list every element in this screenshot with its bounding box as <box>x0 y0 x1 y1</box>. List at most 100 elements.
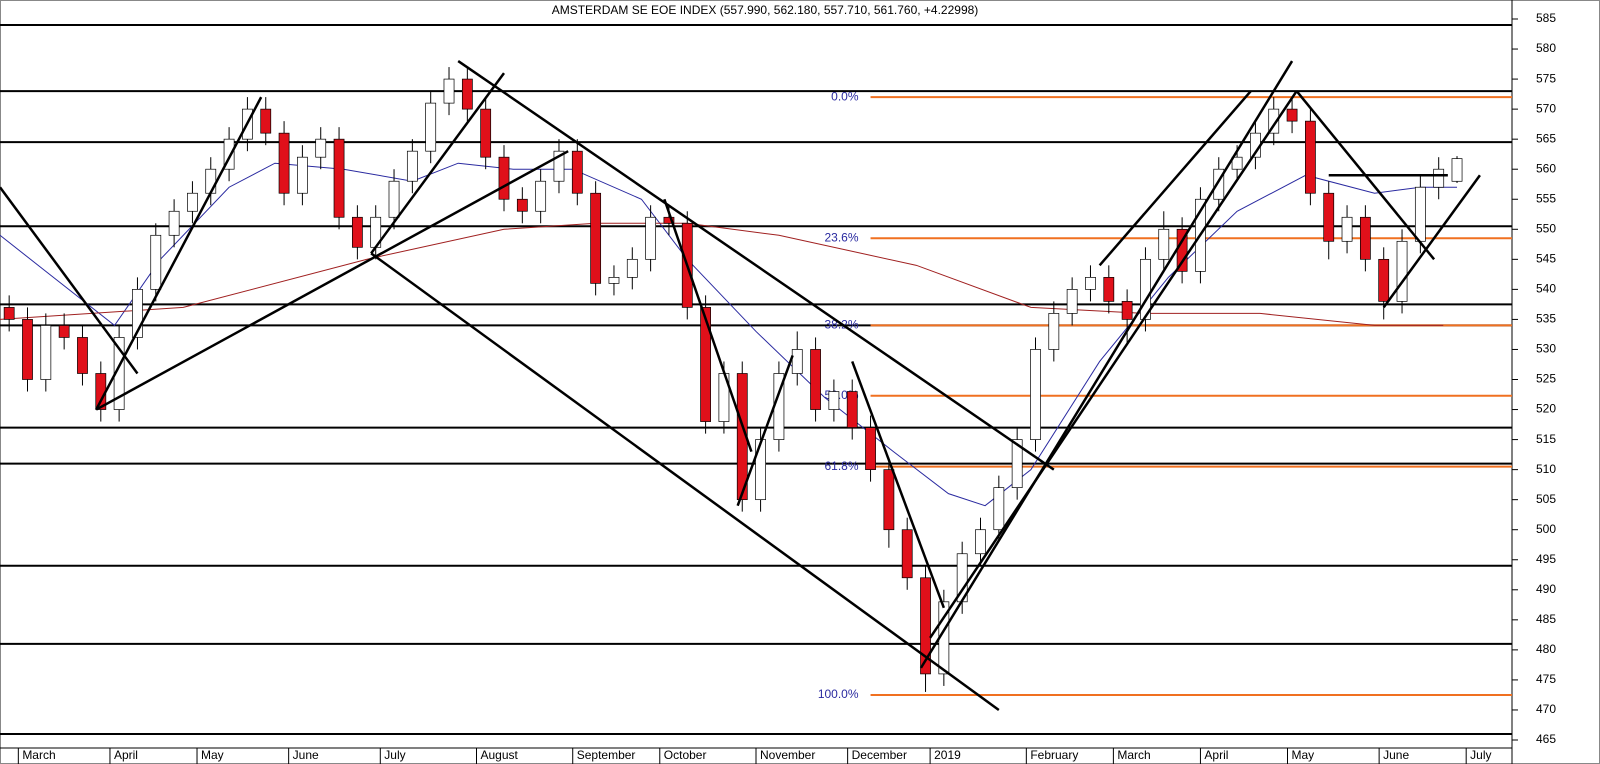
candle-body <box>1268 108 1280 134</box>
trend-line <box>919 60 1294 669</box>
candle-body <box>315 138 327 158</box>
trend-line <box>95 150 569 411</box>
candle-body <box>755 439 766 501</box>
fib-label: 100.0% <box>818 687 859 701</box>
y-tick-label: 565 <box>1536 131 1556 145</box>
y-tick-label: 495 <box>1536 552 1556 566</box>
candle-body <box>406 150 418 182</box>
y-tick-label: 550 <box>1536 221 1556 235</box>
fib-label: 61.8% <box>825 459 859 473</box>
candle-body <box>590 192 602 284</box>
x-tick-label: June <box>1383 748 1409 762</box>
candle-body <box>663 216 675 224</box>
x-tick-label: February <box>1030 748 1078 762</box>
trend-line <box>663 198 753 453</box>
moving-average <box>0 162 1458 507</box>
candle-body <box>260 108 272 134</box>
y-tick-label: 515 <box>1536 432 1556 446</box>
candle-body <box>22 319 33 380</box>
y-tick-label: 510 <box>1536 462 1556 476</box>
x-tick-label: 2019 <box>934 748 961 762</box>
x-tick-label: December <box>852 748 907 762</box>
x-tick-label: April <box>1204 748 1228 762</box>
candle-body <box>846 391 858 428</box>
trend-line <box>370 72 506 255</box>
x-tick-label: September <box>577 748 636 762</box>
candle-body <box>1359 216 1371 260</box>
y-tick-label: 530 <box>1536 342 1556 356</box>
candle-body <box>1030 349 1041 440</box>
candle-body <box>461 78 473 110</box>
candle-body <box>480 108 492 158</box>
y-tick-label: 575 <box>1536 71 1556 85</box>
candle-body <box>1286 108 1298 122</box>
candle-body <box>1085 277 1096 290</box>
candle-body <box>535 180 547 212</box>
trend-line <box>1098 90 1252 267</box>
candle-body <box>1103 277 1115 302</box>
candle-body <box>498 156 510 200</box>
y-tick-label: 570 <box>1536 101 1556 115</box>
candle-body <box>810 349 821 410</box>
candle-body <box>608 277 620 284</box>
y-tick-label: 505 <box>1536 492 1556 506</box>
y-tick-label: 520 <box>1536 402 1556 416</box>
y-tick-label: 560 <box>1536 161 1556 175</box>
candle-body <box>1396 240 1408 302</box>
candle-body <box>901 529 913 579</box>
candle-body <box>883 469 895 531</box>
candle-body <box>1158 228 1170 260</box>
y-tick-label: 475 <box>1536 672 1556 686</box>
y-tick-label: 545 <box>1536 252 1556 266</box>
candle-body <box>132 289 143 338</box>
x-tick-label: March <box>1117 748 1150 762</box>
candle-body <box>1341 216 1353 242</box>
candle-body <box>1048 313 1060 350</box>
candle-body <box>1378 258 1390 302</box>
candle-body <box>1433 168 1445 188</box>
candle-body <box>1213 168 1225 200</box>
candle-body <box>425 102 437 152</box>
y-tick-label: 535 <box>1536 312 1556 326</box>
candle-body <box>993 487 1005 531</box>
trend-line <box>851 361 946 609</box>
candle-body <box>645 216 657 260</box>
candle-body <box>333 138 345 218</box>
candle-body <box>791 349 803 374</box>
x-tick-label: March <box>22 748 55 762</box>
candle-body <box>297 156 308 194</box>
x-tick-label: May <box>1291 748 1314 762</box>
candle-body <box>1451 158 1463 182</box>
candle-body <box>828 391 840 410</box>
trend-line <box>0 186 139 375</box>
x-tick-label: May <box>201 748 224 762</box>
candle-body <box>205 168 217 194</box>
candle-body <box>1121 301 1133 320</box>
trend-line <box>457 60 1055 471</box>
candle-body <box>443 78 455 104</box>
x-tick-label: October <box>664 748 707 762</box>
x-tick-label: July <box>384 748 405 762</box>
y-tick-label: 480 <box>1536 642 1556 656</box>
fib-label: 0.0% <box>831 89 859 103</box>
trend-line <box>95 96 263 411</box>
x-tick-label: July <box>1470 748 1491 762</box>
candle-body <box>187 192 198 212</box>
candle-body <box>975 529 986 555</box>
candle-body <box>1323 192 1335 242</box>
candle-body <box>40 325 52 380</box>
y-tick-label: 555 <box>1536 191 1556 205</box>
x-tick-label: April <box>114 748 138 762</box>
candle-body <box>1305 120 1316 194</box>
candle-body <box>58 325 70 338</box>
candle-body <box>150 234 162 290</box>
candle-body <box>1414 186 1426 242</box>
y-tick-label: 525 <box>1536 372 1556 386</box>
y-tick-label: 485 <box>1536 612 1556 626</box>
y-tick-label: 465 <box>1536 732 1556 746</box>
y-tick-label: 540 <box>1536 282 1556 296</box>
candle-body <box>1066 289 1078 314</box>
